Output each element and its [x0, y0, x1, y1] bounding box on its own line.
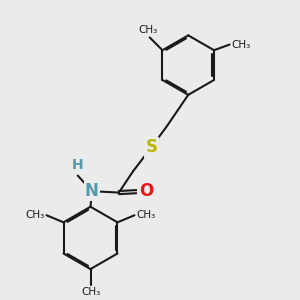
Text: S: S: [146, 138, 158, 156]
Text: CH₃: CH₃: [25, 210, 44, 220]
Text: H: H: [72, 158, 84, 172]
Text: CH₃: CH₃: [138, 25, 158, 34]
Text: CH₃: CH₃: [232, 40, 251, 50]
Text: N: N: [85, 182, 99, 200]
Text: CH₃: CH₃: [137, 210, 156, 220]
Text: O: O: [139, 182, 153, 200]
Text: CH₃: CH₃: [81, 287, 100, 298]
